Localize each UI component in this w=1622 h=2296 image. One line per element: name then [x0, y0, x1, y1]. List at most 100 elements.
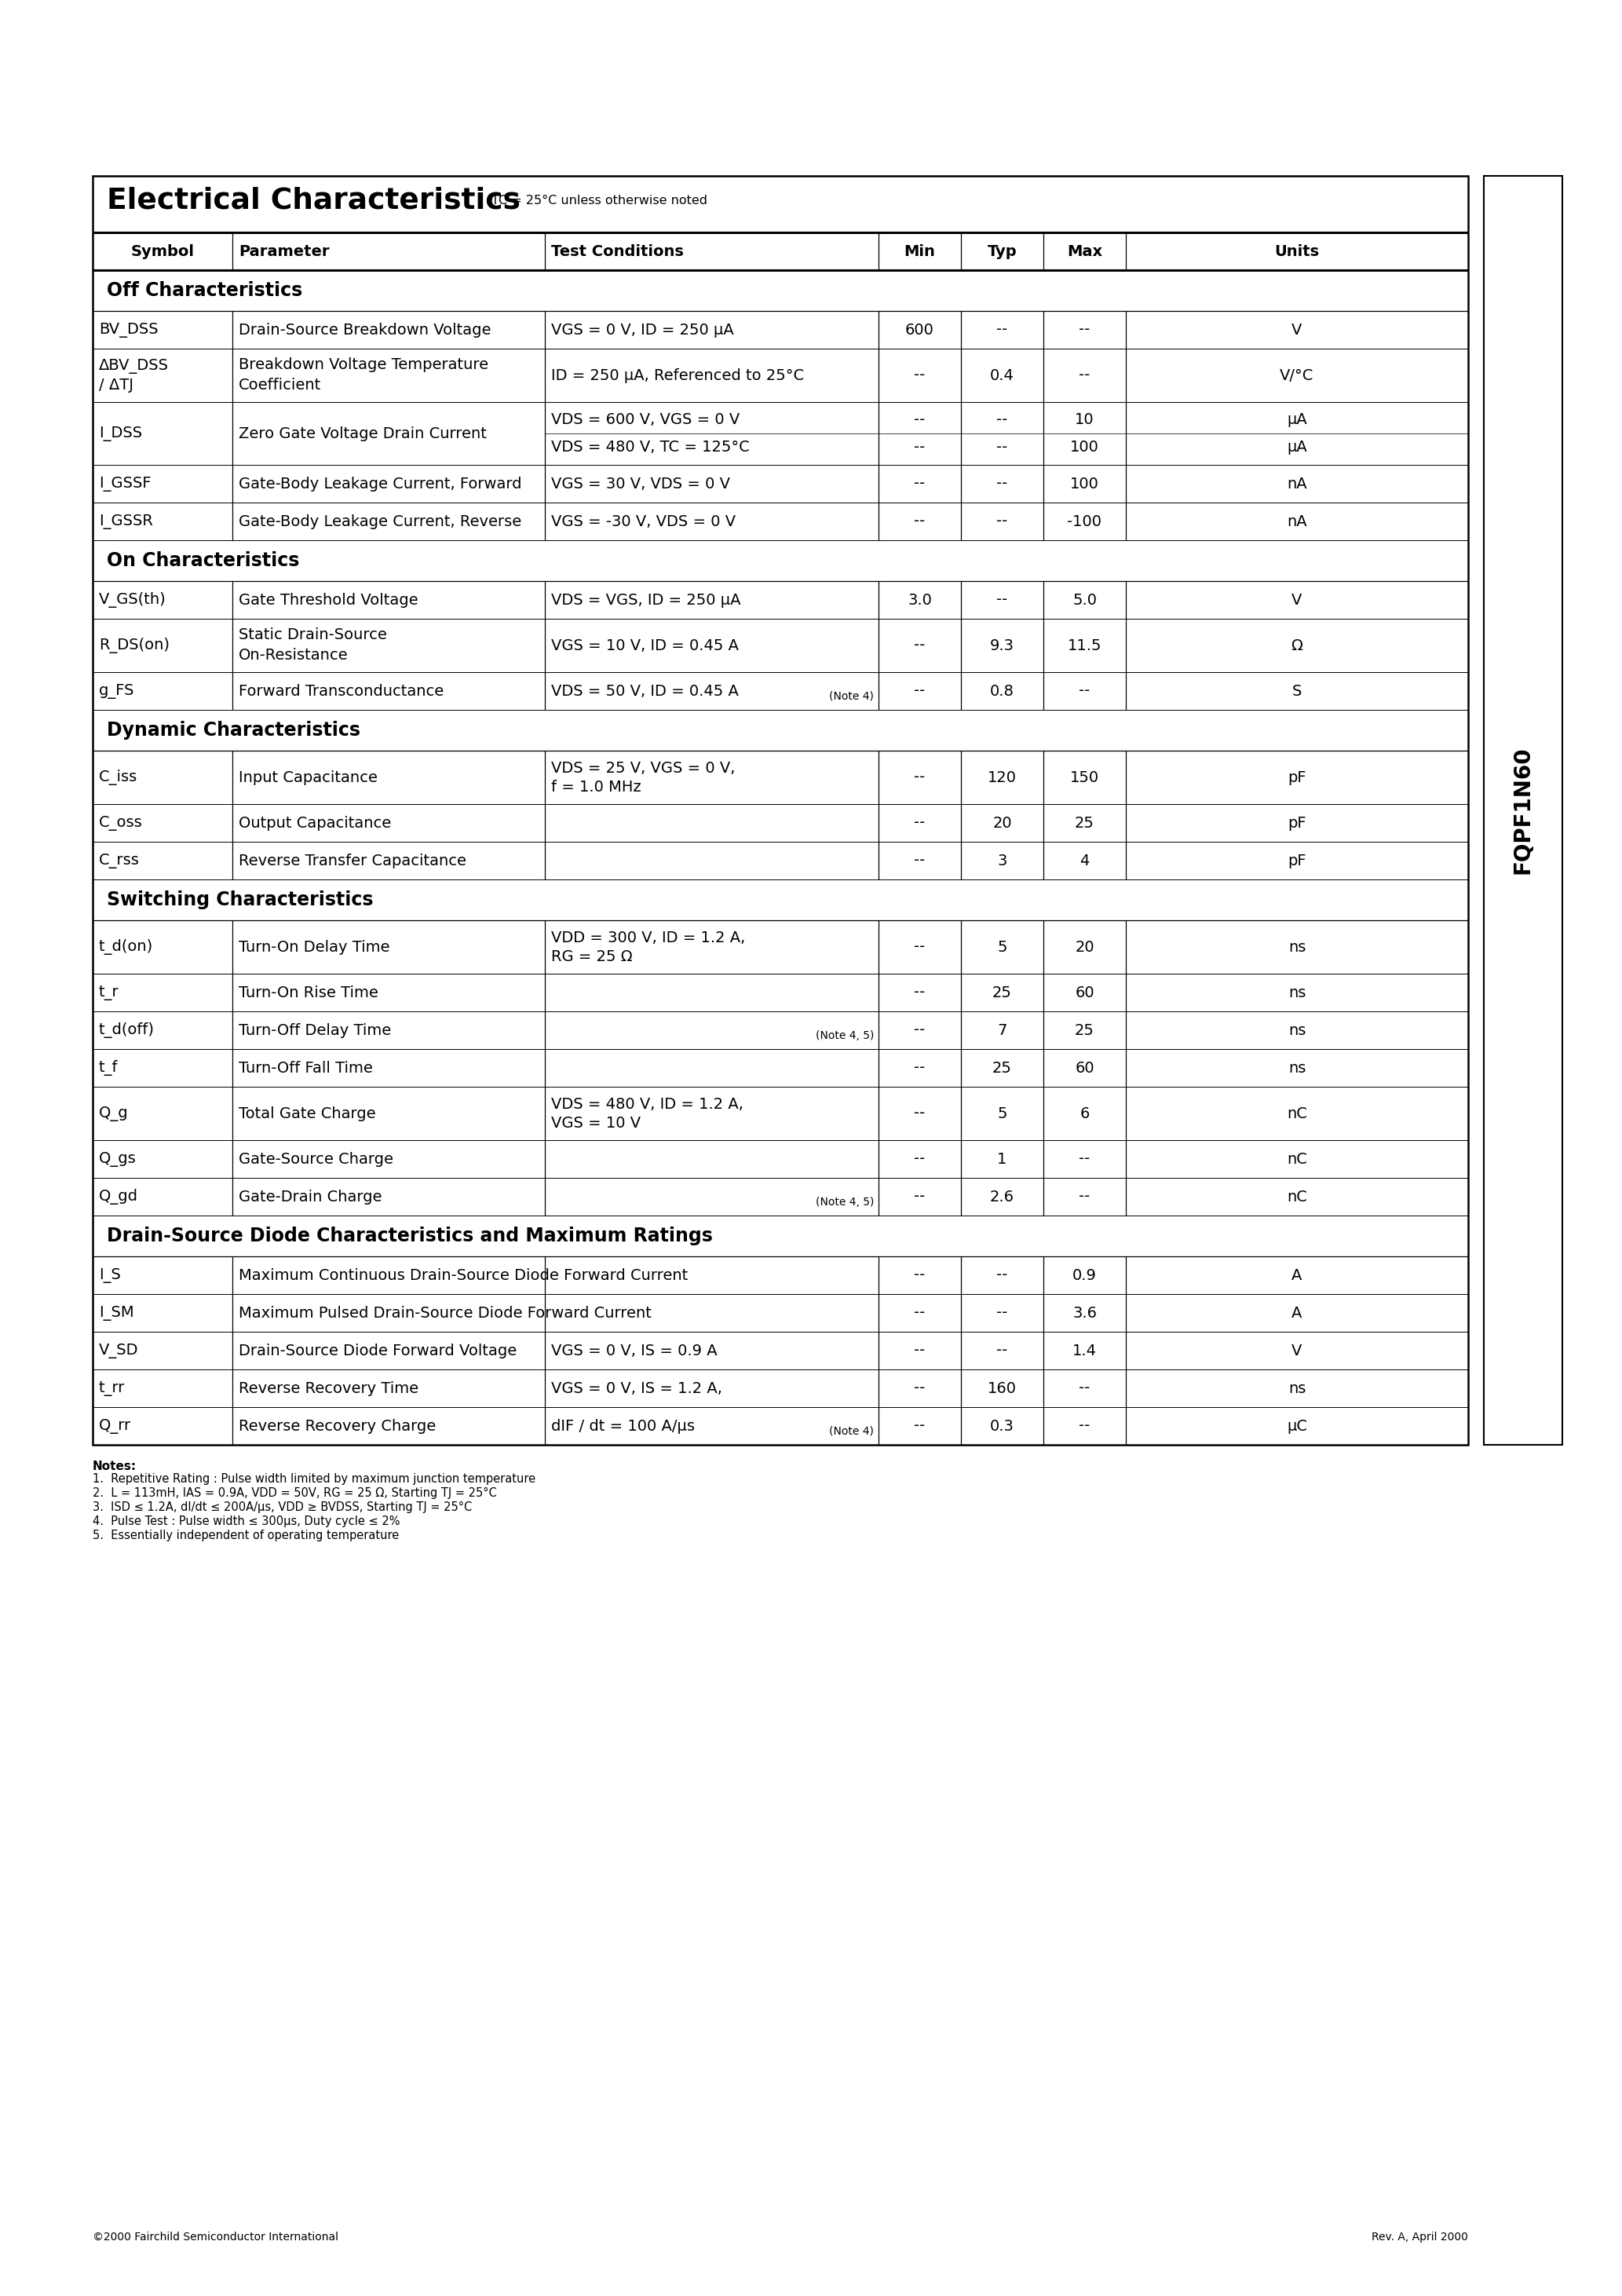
Text: I_GSSR: I_GSSR	[99, 514, 152, 528]
Text: ns: ns	[1288, 985, 1306, 1001]
Text: t_d(on): t_d(on)	[99, 939, 154, 955]
Text: --: --	[915, 367, 925, 383]
Text: ns: ns	[1288, 1022, 1306, 1038]
Text: Reverse Transfer Capacitance: Reverse Transfer Capacitance	[238, 854, 467, 868]
Text: --: --	[915, 1022, 925, 1038]
Text: Q_gd: Q_gd	[99, 1189, 138, 1205]
Text: --: --	[915, 1153, 925, 1166]
Text: V_SD: V_SD	[99, 1343, 138, 1357]
Text: Turn-Off Delay Time: Turn-Off Delay Time	[238, 1022, 391, 1038]
Text: ID = 250 μA, Referenced to 25°C: ID = 250 μA, Referenced to 25°C	[551, 367, 805, 383]
Text: --: --	[915, 514, 925, 528]
Text: Coefficient: Coefficient	[238, 379, 321, 393]
Text: Input Capacitance: Input Capacitance	[238, 769, 378, 785]
Text: --: --	[1079, 684, 1090, 698]
Text: A: A	[1291, 1306, 1302, 1320]
Text: 6: 6	[1080, 1107, 1090, 1120]
Text: 60: 60	[1075, 985, 1095, 1001]
Text: C_oss: C_oss	[99, 815, 143, 831]
Text: pF: pF	[1288, 815, 1306, 831]
Text: Turn-On Rise Time: Turn-On Rise Time	[238, 985, 378, 1001]
Text: 1.4: 1.4	[1072, 1343, 1096, 1357]
Text: --: --	[915, 1380, 925, 1396]
Text: 5: 5	[998, 1107, 1007, 1120]
Text: 4: 4	[1080, 854, 1090, 868]
Text: VDS = 25 V, VGS = 0 V,: VDS = 25 V, VGS = 0 V,	[551, 760, 735, 776]
Text: --: --	[996, 441, 1007, 455]
Text: VGS = 30 V, VDS = 0 V: VGS = 30 V, VDS = 0 V	[551, 475, 730, 491]
Text: 3.  ISD ≤ 1.2A, dI/dt ≤ 200A/μs, VDD ≥ BVDSS, Starting TJ = 25°C: 3. ISD ≤ 1.2A, dI/dt ≤ 200A/μs, VDD ≥ BV…	[92, 1502, 472, 1513]
Text: t_d(off): t_d(off)	[99, 1022, 154, 1038]
Text: 25: 25	[993, 1061, 1012, 1075]
Text: VDS = 480 V, ID = 1.2 A,: VDS = 480 V, ID = 1.2 A,	[551, 1097, 743, 1111]
Text: Breakdown Voltage Temperature: Breakdown Voltage Temperature	[238, 358, 488, 372]
Text: -100: -100	[1067, 514, 1101, 528]
Text: 5.0: 5.0	[1072, 592, 1096, 608]
Text: pF: pF	[1288, 769, 1306, 785]
Text: Rev. A, April 2000: Rev. A, April 2000	[1372, 2232, 1468, 2243]
Text: Total Gate Charge: Total Gate Charge	[238, 1107, 376, 1120]
Text: 4.  Pulse Test : Pulse width ≤ 300μs, Duty cycle ≤ 2%: 4. Pulse Test : Pulse width ≤ 300μs, Dut…	[92, 1515, 401, 1527]
Text: RG = 25 Ω: RG = 25 Ω	[551, 948, 633, 964]
Text: On-Resistance: On-Resistance	[238, 647, 349, 664]
Text: --: --	[996, 1306, 1007, 1320]
Text: --: --	[915, 475, 925, 491]
Text: (Note 4, 5): (Note 4, 5)	[816, 1031, 874, 1040]
Text: Notes:: Notes:	[92, 1460, 136, 1472]
Text: (Note 4, 5): (Note 4, 5)	[816, 1196, 874, 1208]
Text: (Note 4): (Note 4)	[829, 1426, 874, 1437]
Text: 100: 100	[1071, 441, 1100, 455]
Text: μC: μC	[1286, 1419, 1307, 1433]
Text: 0.4: 0.4	[989, 367, 1014, 383]
Text: --: --	[1079, 1153, 1090, 1166]
Text: Output Capacitance: Output Capacitance	[238, 815, 391, 831]
Text: Gate-Drain Charge: Gate-Drain Charge	[238, 1189, 381, 1203]
Text: 25: 25	[1075, 815, 1095, 831]
Text: C_rss: C_rss	[99, 854, 139, 868]
Text: t_rr: t_rr	[99, 1380, 125, 1396]
Text: --: --	[996, 1267, 1007, 1283]
Text: I_SM: I_SM	[99, 1306, 135, 1320]
Text: ΔBV_DSS: ΔBV_DSS	[99, 358, 169, 374]
Text: 11.5: 11.5	[1067, 638, 1101, 652]
Text: 600: 600	[905, 321, 934, 338]
Text: ns: ns	[1288, 1061, 1306, 1075]
Text: --: --	[915, 985, 925, 1001]
Text: Drain-Source Diode Characteristics and Maximum Ratings: Drain-Source Diode Characteristics and M…	[107, 1226, 712, 1244]
Text: / ΔTJ: / ΔTJ	[99, 377, 133, 393]
Text: V/°C: V/°C	[1280, 367, 1314, 383]
Text: 7: 7	[998, 1022, 1007, 1038]
Text: --: --	[996, 475, 1007, 491]
Text: Off Characteristics: Off Characteristics	[107, 280, 302, 301]
Text: I_GSSF: I_GSSF	[99, 475, 151, 491]
Text: --: --	[915, 815, 925, 831]
Text: nC: nC	[1286, 1189, 1307, 1203]
Text: Q_g: Q_g	[99, 1107, 128, 1120]
Text: 120: 120	[988, 769, 1017, 785]
Text: (Note 4): (Note 4)	[829, 691, 874, 703]
Text: μA: μA	[1286, 441, 1307, 455]
Text: Units: Units	[1275, 243, 1319, 259]
Text: --: --	[915, 1343, 925, 1357]
Text: 1.  Repetitive Rating : Pulse width limited by maximum junction temperature: 1. Repetitive Rating : Pulse width limit…	[92, 1474, 535, 1486]
Text: VDS = 50 V, ID = 0.45 A: VDS = 50 V, ID = 0.45 A	[551, 684, 738, 698]
Text: --: --	[915, 1061, 925, 1075]
Text: --: --	[915, 769, 925, 785]
Text: t_r: t_r	[99, 985, 118, 1001]
Text: t_f: t_f	[99, 1061, 118, 1077]
Text: --: --	[915, 854, 925, 868]
Text: C_iss: C_iss	[99, 769, 138, 785]
Text: --: --	[915, 1267, 925, 1283]
Text: 0.8: 0.8	[989, 684, 1014, 698]
Bar	[92, 177, 1468, 1444]
Text: Turn-Off Fall Time: Turn-Off Fall Time	[238, 1061, 373, 1075]
Text: Dynamic Characteristics: Dynamic Characteristics	[107, 721, 360, 739]
Text: 9.3: 9.3	[989, 638, 1014, 652]
Text: 20: 20	[1075, 939, 1095, 955]
Text: VDS = 600 V, VGS = 0 V: VDS = 600 V, VGS = 0 V	[551, 413, 740, 427]
Text: Drain-Source Diode Forward Voltage: Drain-Source Diode Forward Voltage	[238, 1343, 517, 1357]
Text: 0.3: 0.3	[989, 1419, 1014, 1433]
Text: ns: ns	[1288, 1380, 1306, 1396]
Text: Maximum Continuous Drain-Source Diode Forward Current: Maximum Continuous Drain-Source Diode Fo…	[238, 1267, 688, 1283]
Text: --: --	[915, 1107, 925, 1120]
